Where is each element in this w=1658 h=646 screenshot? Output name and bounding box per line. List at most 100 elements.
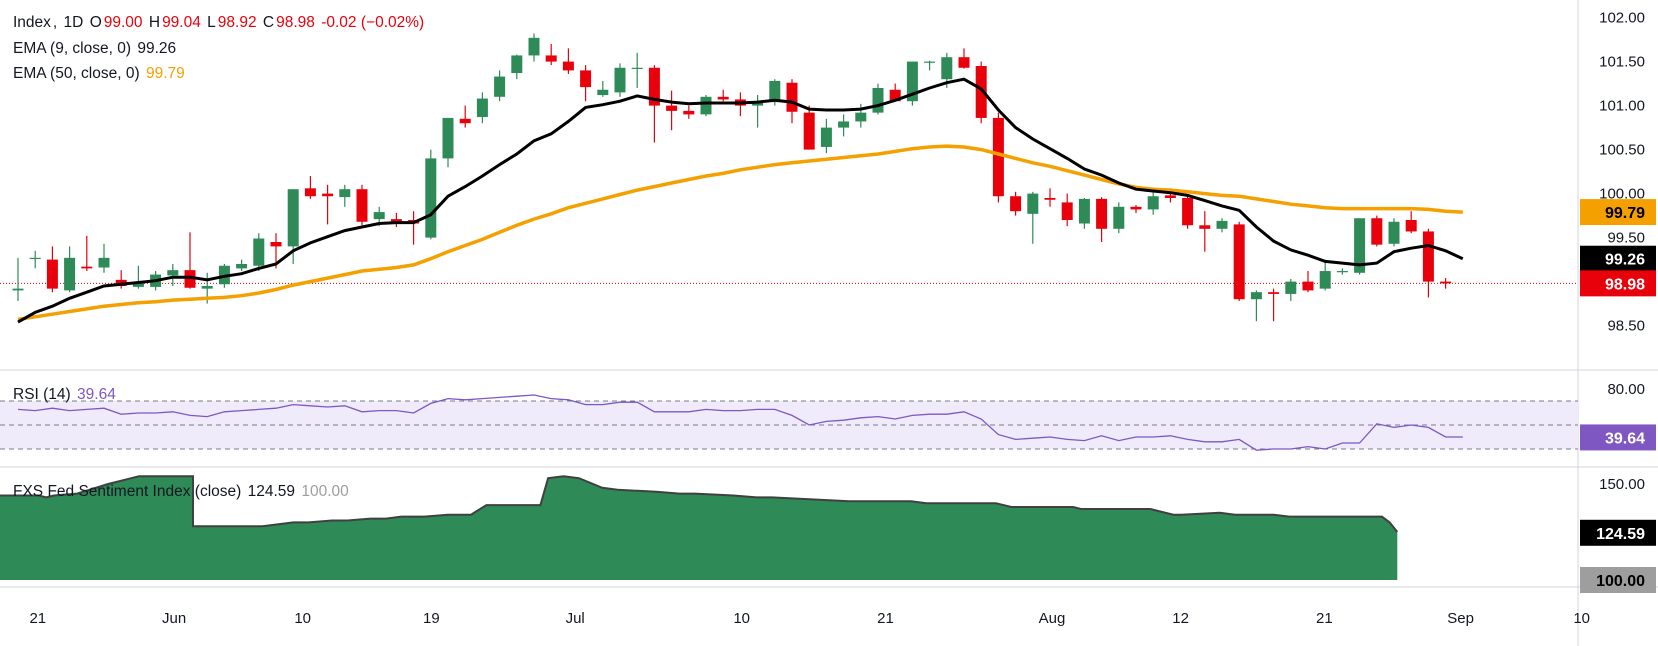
candle-body[interactable]	[1216, 220, 1228, 229]
fxs-area[interactable]	[0, 476, 1398, 580]
candle[interactable]	[1147, 189, 1159, 215]
candle[interactable]	[408, 211, 420, 245]
candle-body[interactable]	[1147, 196, 1159, 210]
candle-body[interactable]	[941, 57, 953, 80]
candle-body[interactable]	[769, 80, 781, 103]
candle-body[interactable]	[752, 102, 764, 106]
candle-body[interactable]	[1113, 206, 1125, 229]
candle-body[interactable]	[1164, 195, 1176, 198]
candle-body[interactable]	[1027, 193, 1039, 214]
candle[interactable]	[958, 48, 970, 69]
candle-body[interactable]	[958, 57, 970, 68]
candle[interactable]	[1371, 215, 1383, 247]
candle[interactable]	[1233, 221, 1245, 301]
candle[interactable]	[476, 92, 488, 124]
candle-body[interactable]	[1285, 281, 1297, 294]
candle-body[interactable]	[253, 238, 265, 266]
candle-body[interactable]	[167, 270, 179, 276]
candle[interactable]	[580, 65, 592, 102]
candle[interactable]	[29, 250, 41, 269]
candle-body[interactable]	[924, 61, 936, 63]
candle-body[interactable]	[81, 266, 93, 269]
candle[interactable]	[1061, 193, 1073, 227]
candle[interactable]	[459, 105, 471, 128]
candle-body[interactable]	[425, 158, 437, 238]
candle[interactable]	[683, 105, 695, 119]
candle[interactable]	[614, 63, 626, 97]
candle[interactable]	[98, 243, 110, 273]
candle-body[interactable]	[1182, 198, 1194, 226]
candle-body[interactable]	[1371, 218, 1383, 245]
candle-body[interactable]	[1422, 231, 1434, 282]
ema9-line[interactable]	[17, 77, 1464, 324]
candle-body[interactable]	[476, 98, 488, 118]
candle-body[interactable]	[1078, 198, 1090, 224]
candle-body[interactable]	[29, 257, 41, 260]
candle-body[interactable]	[46, 259, 58, 289]
candle[interactable]	[184, 232, 196, 289]
candle[interactable]	[700, 95, 712, 117]
candle-body[interactable]	[872, 88, 884, 113]
candle-body[interactable]	[906, 61, 918, 102]
candle[interactable]	[1096, 197, 1108, 242]
candle-body[interactable]	[545, 55, 557, 62]
candle[interactable]	[666, 90, 678, 131]
candle[interactable]	[304, 176, 316, 199]
candle[interactable]	[12, 257, 24, 301]
ema50-line[interactable]	[17, 144, 1463, 322]
rsi-pane[interactable]	[0, 394, 1578, 451]
candle[interactable]	[889, 83, 901, 102]
candle-body[interactable]	[1199, 225, 1211, 229]
candle-body[interactable]	[442, 117, 454, 159]
candle-body[interactable]	[803, 112, 815, 150]
candle[interactable]	[1422, 228, 1434, 298]
fxs-line[interactable]	[0, 475, 1399, 533]
candle-body[interactable]	[390, 219, 402, 223]
candle-body[interactable]	[683, 110, 695, 115]
candle-body[interactable]	[132, 281, 144, 287]
candle[interactable]	[339, 184, 351, 207]
rsi-line[interactable]	[17, 394, 1463, 451]
candle[interactable]	[1130, 205, 1142, 213]
candle[interactable]	[1440, 278, 1452, 289]
candle-body[interactable]	[304, 188, 316, 197]
candle-body[interactable]	[12, 288, 24, 291]
candle-body[interactable]	[1388, 221, 1400, 244]
candle[interactable]	[545, 44, 557, 66]
candle[interactable]	[1182, 195, 1194, 229]
candle-body[interactable]	[717, 96, 729, 100]
candle-body[interactable]	[700, 96, 712, 115]
candle-body[interactable]	[287, 189, 299, 247]
candle[interactable]	[356, 184, 368, 226]
candle-body[interactable]	[1010, 196, 1022, 212]
candle[interactable]	[1319, 259, 1331, 291]
candle-body[interactable]	[1354, 218, 1366, 273]
candle-body[interactable]	[339, 189, 351, 198]
price-pane[interactable]	[0, 33, 1578, 324]
candle-body[interactable]	[855, 112, 867, 122]
candle-body[interactable]	[184, 270, 196, 288]
candle-body[interactable]	[975, 66, 987, 118]
candle[interactable]	[322, 184, 334, 225]
candle-body[interactable]	[459, 118, 471, 124]
candle[interactable]	[1113, 202, 1125, 234]
candle[interactable]	[1388, 218, 1400, 247]
candle-body[interactable]	[562, 61, 574, 71]
candle-body[interactable]	[528, 37, 540, 56]
candle[interactable]	[64, 246, 76, 293]
candle-body[interactable]	[820, 127, 832, 147]
candle-body[interactable]	[786, 82, 798, 112]
candle[interactable]	[562, 48, 574, 74]
candle[interactable]	[528, 33, 540, 62]
candle[interactable]	[425, 149, 437, 240]
candle[interactable]	[81, 235, 93, 272]
candle[interactable]	[236, 259, 248, 272]
candle-body[interactable]	[1233, 224, 1245, 300]
candle[interactable]	[872, 83, 884, 115]
candle[interactable]	[1010, 191, 1022, 216]
candle[interactable]	[1268, 288, 1280, 322]
candle[interactable]	[511, 54, 523, 80]
candle[interactable]	[1336, 268, 1348, 275]
candle-body[interactable]	[98, 257, 110, 268]
